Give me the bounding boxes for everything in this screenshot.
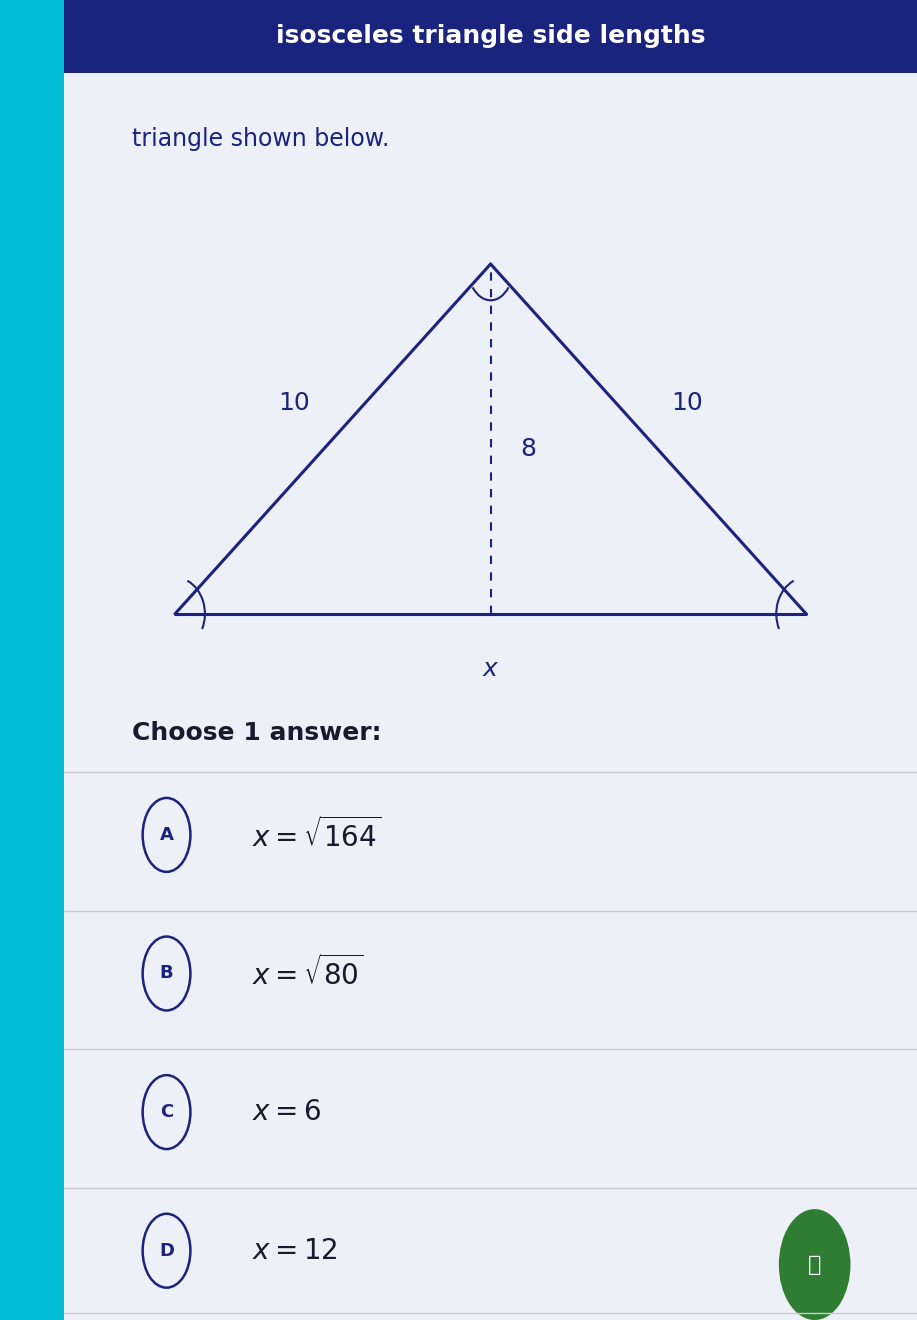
Text: 8: 8 — [521, 437, 536, 461]
Text: 💡: 💡 — [808, 1254, 822, 1275]
Text: $x = \sqrt{80}$: $x = \sqrt{80}$ — [252, 956, 364, 991]
Text: $x = 6$: $x = 6$ — [252, 1098, 321, 1126]
Text: $x$: $x$ — [481, 657, 500, 681]
Text: A: A — [160, 826, 173, 843]
Text: 10: 10 — [671, 391, 702, 414]
Text: triangle shown below.: triangle shown below. — [132, 127, 390, 150]
Text: D: D — [159, 1242, 174, 1259]
Text: Choose 1 answer:: Choose 1 answer: — [132, 721, 381, 744]
Text: isosceles triangle side lengths: isosceles triangle side lengths — [276, 24, 705, 49]
Text: $x = 12$: $x = 12$ — [252, 1237, 337, 1265]
FancyBboxPatch shape — [64, 0, 917, 73]
Text: $x = \sqrt{164}$: $x = \sqrt{164}$ — [252, 817, 381, 853]
Text: C: C — [160, 1104, 173, 1121]
Text: 10: 10 — [279, 391, 310, 414]
Text: B: B — [160, 965, 173, 982]
Circle shape — [779, 1209, 850, 1320]
